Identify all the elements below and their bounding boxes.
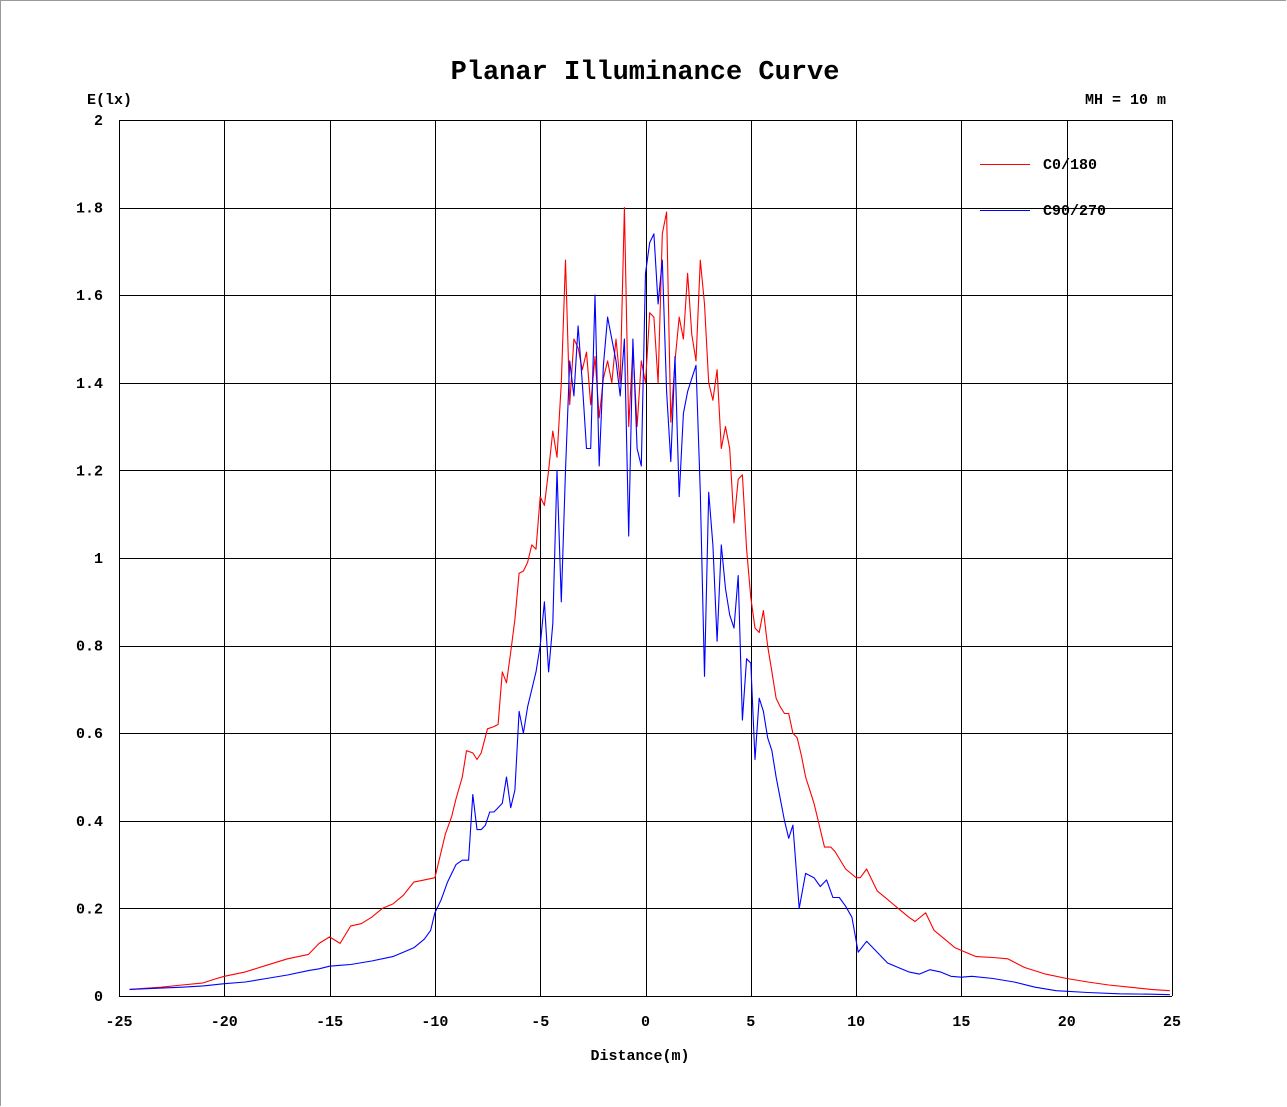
- x-tick-label: 5: [746, 1014, 755, 1031]
- x-tick-label: 0: [641, 1014, 650, 1031]
- y-tick-label: 0: [94, 989, 103, 1006]
- x-tick-label: 20: [1058, 1014, 1076, 1031]
- grid-lines: [119, 120, 1173, 997]
- x-tick-label: -15: [316, 1014, 343, 1031]
- legend: C0/180 C90/270: [980, 157, 1106, 220]
- series-line-c0-180: [129, 207, 1170, 992]
- y-tick-label: 0.4: [76, 814, 103, 831]
- y-tick-label: 0.2: [76, 901, 103, 918]
- y-tick-label: 1.2: [76, 463, 103, 480]
- y-tick-label: 1.4: [76, 376, 103, 393]
- y-tick-label: 1.8: [76, 201, 103, 218]
- y-tick-label: 0.6: [76, 726, 103, 743]
- y-tick-label: 2: [94, 113, 103, 130]
- y-tick-label: 1.6: [76, 288, 103, 305]
- legend-label: C90/270: [1043, 203, 1106, 220]
- x-axis-label: Distance(m): [590, 1048, 689, 1065]
- mounting-height-annotation: MH = 10 m: [1085, 92, 1166, 109]
- x-tick-label: 15: [952, 1014, 970, 1031]
- x-tick-label: -10: [421, 1014, 448, 1031]
- chart-title: Planar Illuminance Curve: [451, 58, 840, 88]
- x-tick-label: -25: [105, 1014, 132, 1031]
- series-line-c90-270: [129, 233, 1170, 996]
- y-tick-label: 1: [94, 551, 103, 568]
- y-axis-label: E(lx): [87, 92, 132, 109]
- x-tick-label: 10: [847, 1014, 865, 1031]
- legend-label: C0/180: [1043, 157, 1097, 174]
- y-tick-label: 0.8: [76, 639, 103, 656]
- x-tick-label: -20: [211, 1014, 238, 1031]
- tick-labels: -25 -20 -15 -10 -5 0 5 10 15 20 25 0 0.2 0.4 0.6 0.8 1 1.…: [76, 113, 1181, 1031]
- x-tick-label: -5: [531, 1014, 549, 1031]
- series-lines: [129, 207, 1170, 996]
- x-tick-label: 25: [1163, 1014, 1181, 1031]
